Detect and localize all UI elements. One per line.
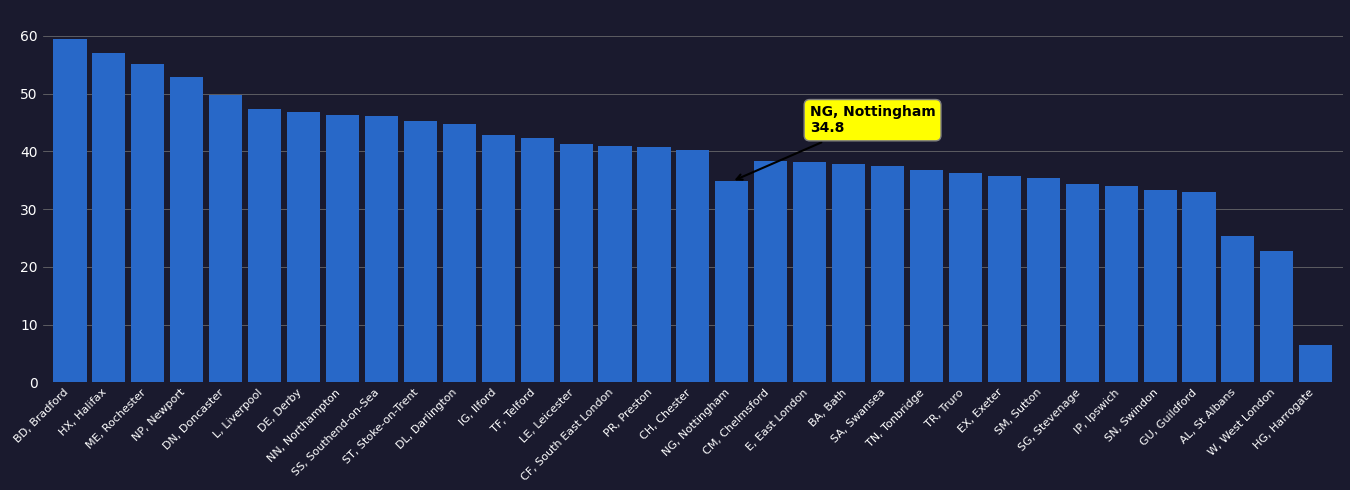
Bar [92,53,126,382]
Bar [598,146,632,382]
Bar [170,77,204,382]
Bar [988,175,1021,382]
Bar [54,39,86,382]
Text: NG, Nottingham
34.8: NG, Nottingham 34.8 [737,105,936,180]
Bar [521,138,554,382]
Bar [910,170,944,382]
Bar [637,147,671,382]
Bar [404,122,437,382]
Bar [949,173,981,382]
Bar [131,64,165,382]
Bar [1261,251,1293,382]
Bar [443,123,475,382]
Bar [1065,184,1099,382]
Bar [1027,178,1060,382]
Bar [755,161,787,382]
Bar [716,181,748,382]
Bar [1222,236,1254,382]
Bar [794,162,826,382]
Bar [832,164,865,382]
Bar [1299,345,1332,382]
Bar [482,135,514,382]
Bar [871,167,904,382]
Bar [325,115,359,382]
Bar [1143,190,1177,382]
Bar [1104,186,1138,382]
Bar [209,95,242,382]
Bar [288,112,320,382]
Bar [676,150,710,382]
Bar [364,116,398,382]
Bar [559,145,593,382]
Bar [248,109,281,382]
Bar [1183,193,1215,382]
